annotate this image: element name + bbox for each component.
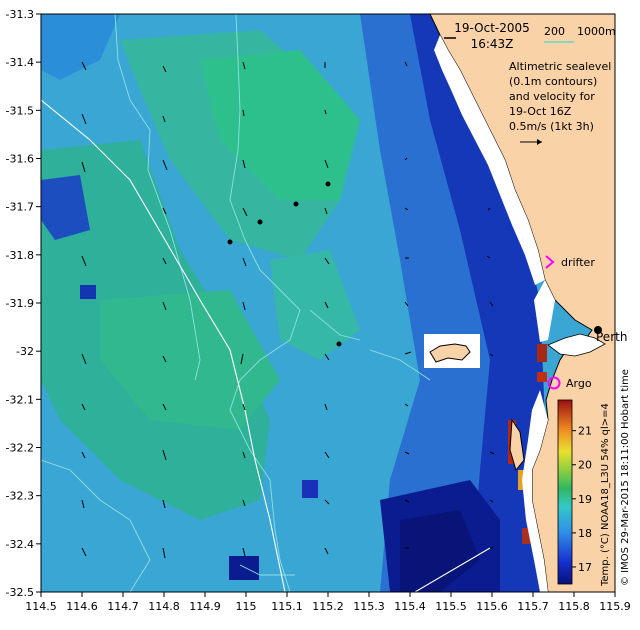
- y-tick-label: -31.7: [6, 201, 34, 214]
- colorbar-tick-label: 21: [578, 425, 592, 438]
- annotation-line-5: 0.5m/s (1kt 3h): [509, 120, 594, 133]
- colorbar-label: Temp. (°C) NOAA18_L3U 54% ql>=4: [600, 403, 611, 587]
- x-tick-label: 114.6: [66, 600, 98, 613]
- y-tick-label: -32.4: [6, 538, 34, 551]
- annotation-text: Altimetric sealevel (0.1m contours) and …: [509, 60, 611, 145]
- bathy-200-label: 200: [544, 25, 565, 38]
- garden-island: [509, 418, 525, 472]
- y-tick-label: -31.4: [6, 56, 34, 69]
- x-tick-label: 115.6: [476, 600, 508, 613]
- annotation-line-2: (0.1m contours): [509, 75, 597, 88]
- x-tick-label: 115.2: [312, 600, 344, 613]
- y-tick-label: -32.1: [6, 393, 34, 406]
- x-tick-label: 115.7: [517, 600, 549, 613]
- x-tick-label: 114.5: [25, 600, 57, 613]
- title-time: 16:43Z: [471, 37, 514, 51]
- annotation-line-4: 19-Oct 16Z: [509, 105, 572, 118]
- x-axis: 114.5 114.6 114.7 114.8 114.9 115 115.1 115.2 11…: [25, 592, 631, 613]
- y-tick-label: -31.9: [6, 297, 34, 310]
- credit-text: © IMOS 29-Mar-2015 18:11:00 Hobart time: [620, 369, 631, 586]
- title-block: 19-Oct-2005 16:43Z 200 1000m: [444, 21, 616, 51]
- y-tick-label: -31.3: [6, 8, 34, 21]
- sst-field: [41, 14, 615, 592]
- y-tick-label: -32.3: [6, 490, 34, 503]
- argo-marker: Argo: [547, 376, 592, 390]
- annotation-line-3: and velocity for: [509, 90, 595, 103]
- colorbar: 17 18 19 20 21 Temp. (°C) NOAA18_L3U 54% ql>…: [557, 399, 611, 587]
- x-tick-label: 115.1: [271, 600, 303, 613]
- y-tick-label: -32.2: [6, 442, 34, 455]
- x-tick-label: 114.8: [148, 600, 180, 613]
- colorbar-ticks: 17 18 19 20 21: [572, 425, 592, 574]
- x-tick-label: 115.8: [558, 600, 590, 613]
- perth-label: Perth: [596, 330, 627, 344]
- x-tick-label: 115.4: [394, 600, 426, 613]
- y-tick-label: -31.6: [6, 153, 34, 166]
- colorbar-tick-label: 17: [578, 561, 592, 574]
- velocity-vectors: [81, 61, 495, 559]
- x-tick-label: 115.9: [599, 600, 631, 613]
- colorbar-gradient: [557, 399, 573, 585]
- colorbar-tick-label: 20: [578, 459, 592, 472]
- drifter-marker: drifter: [545, 255, 595, 269]
- perth-marker: Perth: [594, 326, 627, 344]
- bathy-1000-label: 1000m: [577, 25, 616, 38]
- x-tick-label: 114.7: [107, 600, 139, 613]
- y-tick-label: -31.5: [6, 104, 34, 117]
- argo-label: Argo: [566, 377, 592, 390]
- y-axis: -31.3 -31.4 -31.5 -31.6 -31.7 -31.8 -31.9 -32 -3…: [6, 8, 41, 599]
- drifter-label: drifter: [561, 256, 595, 269]
- colorbar-tick-label: 18: [578, 527, 592, 540]
- colorbar-tick-label: 19: [578, 493, 592, 506]
- bathymetry-contours: [41, 14, 431, 592]
- x-tick-label: 115: [236, 600, 257, 613]
- y-tick-label: -32: [16, 345, 34, 358]
- rottnest-island: [429, 343, 471, 363]
- x-tick-label: 115.3: [353, 600, 385, 613]
- annotation-line-1: Altimetric sealevel: [509, 60, 611, 73]
- y-tick-label: -31.8: [6, 249, 34, 262]
- title-date: 19-Oct-2005: [454, 21, 530, 35]
- x-tick-label: 114.9: [189, 600, 221, 613]
- x-tick-label: 115.5: [435, 600, 467, 613]
- y-tick-label: -32.5: [6, 586, 34, 599]
